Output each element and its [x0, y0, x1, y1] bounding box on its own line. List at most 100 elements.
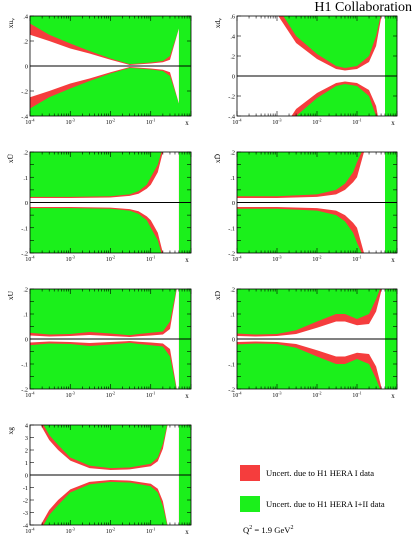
x-axis-label: x: [185, 528, 189, 536]
y-tick-label: .6: [230, 14, 235, 21]
y-tick-label: -.2: [228, 387, 235, 394]
y-tick-label: .2: [230, 54, 235, 61]
panel-xg: -4 -3 -2 -1 0 1 2 3 4 10-4 10-3 10-2 10-1 x xg: [6, 423, 192, 536]
x-tick-label: 10-1: [352, 255, 361, 264]
panel-xubar: -.2 -.1 0 .1 .2 10-4 10-3 10-2 10-1 x xŪ: [6, 150, 192, 264]
y-axis-label: xuv: [6, 18, 17, 29]
y-tick-label: 1: [25, 460, 28, 467]
y-axis-label: xU: [6, 290, 15, 300]
y-tick-label: -.1: [228, 362, 235, 369]
y-tick-label: -.4: [21, 114, 28, 121]
x-tick-label: 10-1: [146, 255, 155, 264]
x-tick-label: 10-2: [312, 255, 321, 264]
y-tick-label: .1: [23, 175, 28, 182]
x-tick-label: 10-4: [25, 527, 34, 536]
x-tick-label: 10-4: [232, 255, 241, 264]
x-tick-label: 10-3: [66, 255, 75, 264]
y-axis-label: xD̄: [213, 153, 222, 163]
x-tick-label: 10-2: [312, 118, 321, 127]
y-tick-label: -.1: [21, 225, 28, 232]
y-axis-label: xg: [6, 427, 15, 435]
x-tick-label: 10-3: [66, 118, 75, 127]
x-tick-label: 10-3: [272, 118, 281, 127]
y-tick-label: -4: [23, 523, 28, 530]
q2-scale-label: Q2 = 1.9 GeV2: [243, 525, 294, 535]
y-tick-label: .1: [230, 312, 235, 319]
x-tick-label: 10-2: [106, 391, 115, 400]
y-tick-label: -2: [23, 498, 28, 505]
y-tick-label: .2: [23, 287, 28, 294]
panel-xdbar: -.2 -.1 0 .1 .2 10-4 10-3 10-2 10-1 x xD̄: [213, 150, 398, 264]
y-tick-label: 4: [25, 423, 28, 430]
y-tick-label: .1: [230, 175, 235, 182]
y-tick-label: -.4: [228, 114, 235, 121]
y-tick-label: .4: [23, 14, 28, 21]
y-tick-label: -3: [23, 510, 28, 517]
x-axis-label: x: [391, 392, 395, 400]
y-tick-label: .4: [230, 34, 235, 41]
y-axis-label: xD: [213, 290, 222, 300]
y-tick-label: 2: [25, 448, 28, 455]
x-tick-label: 10-1: [352, 391, 361, 400]
y-tick-label: .2: [23, 39, 28, 46]
x-tick-label: 10-2: [312, 391, 321, 400]
x-tick-label: 10-1: [146, 118, 155, 127]
y-tick-label: .2: [230, 287, 235, 294]
x-tick-label: 10-3: [272, 255, 281, 264]
legend: Uncert. due to H1 HERA I data Uncert. du…: [240, 463, 415, 535]
x-tick-label: 10-2: [106, 255, 115, 264]
legend-label-hera1: Uncert. due to H1 HERA I data: [266, 468, 375, 478]
legend-item-hera12: Uncert. due to H1 HERA I+II data: [240, 494, 415, 514]
x-tick-label: 10-1: [352, 118, 361, 127]
x-tick-label: 10-3: [66, 527, 75, 536]
y-tick-label: 3: [25, 435, 28, 442]
y-tick-label: .2: [230, 150, 235, 157]
panel-xU: -.2 -.1 0 .1 .2 10-4 10-3 10-2 10-1 x xU: [6, 287, 192, 400]
panel-xD: -.2 -.1 0 .1 .2 10-4 10-3 10-2 10-1 x xD: [213, 287, 398, 400]
y-tick-label: -.2: [21, 89, 28, 96]
y-tick-label: 0: [25, 64, 28, 71]
legend-item-hera1: Uncert. due to H1 HERA I data: [240, 463, 415, 483]
y-tick-label: -.2: [228, 94, 235, 101]
y-tick-label: 0: [232, 337, 235, 344]
x-tick-label: 10-2: [106, 118, 115, 127]
x-tick-label: 10-2: [106, 527, 115, 536]
y-tick-label: .1: [23, 312, 28, 319]
legend-swatch-green: [240, 496, 260, 512]
collaboration-label: H1 Collaboration: [314, 0, 412, 15]
x-tick-label: 10-4: [232, 118, 241, 127]
x-tick-label: 10-1: [146, 527, 155, 536]
x-tick-label: 10-4: [232, 391, 241, 400]
y-tick-label: -.2: [228, 251, 235, 258]
y-tick-label: 0: [232, 74, 235, 81]
x-tick-label: 10-3: [66, 391, 75, 400]
y-tick-label: -.2: [21, 251, 28, 258]
x-tick-label: 10-3: [272, 391, 281, 400]
x-axis-label: x: [391, 256, 395, 264]
y-tick-label: 0: [25, 200, 28, 207]
x-tick-label: 10-4: [25, 118, 34, 127]
panel-xdv: -.4 -.2 0 .2 .4 .6 10-4 10-3 10-2 10-1 x xdv: [213, 14, 398, 127]
y-tick-label: -1: [23, 485, 28, 492]
x-tick-label: 10-4: [25, 255, 34, 264]
x-tick-label: 10-1: [146, 391, 155, 400]
y-tick-label: .2: [23, 150, 28, 157]
y-axis-label: xŪ: [6, 153, 15, 163]
x-axis-label: x: [391, 119, 395, 127]
y-tick-label: 0: [232, 200, 235, 207]
y-tick-label: -.1: [228, 225, 235, 232]
y-axis-label: xdv: [213, 18, 224, 29]
x-axis-label: x: [185, 119, 189, 127]
band-center: [237, 16, 385, 116]
y-tick-label: -.1: [21, 362, 28, 369]
y-tick-label: -.2: [21, 387, 28, 394]
y-tick-label: 0: [25, 337, 28, 344]
x-axis-label: x: [185, 392, 189, 400]
x-tick-label: 10-4: [25, 391, 34, 400]
y-tick-label: 0: [25, 473, 28, 480]
x-axis-label: x: [185, 256, 189, 264]
panel-xuv: -.4 -.2 0 .2 .4 10-4 10-3 10-2 10-1 x xuv: [6, 14, 192, 127]
legend-label-hera12: Uncert. due to H1 HERA I+II data: [266, 499, 385, 509]
legend-swatch-red: [240, 465, 260, 481]
